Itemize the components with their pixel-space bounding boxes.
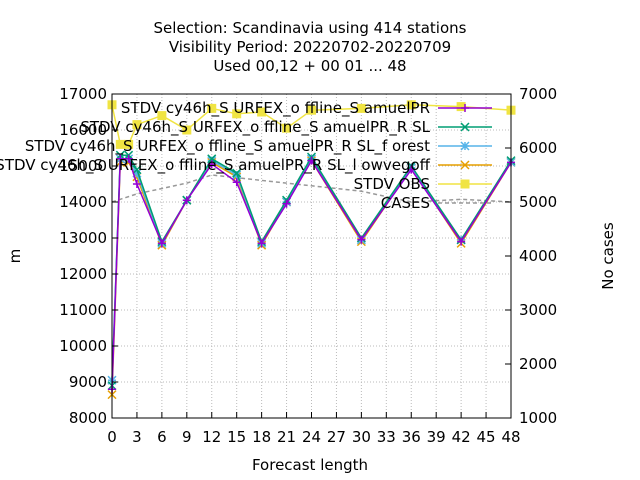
x-tick-label: 12 <box>202 428 221 446</box>
data-point <box>257 239 266 248</box>
legend-label: STDV cy46h_S URFEX_o ffline_S amuelPR_R … <box>25 137 430 156</box>
data-point <box>407 165 416 174</box>
x-tick-label: 45 <box>477 428 496 446</box>
series-5 <box>111 174 512 203</box>
legend-marker <box>461 104 469 112</box>
y2-tick-label: 5000 <box>519 193 557 211</box>
y-tick-label: 15000 <box>59 157 107 175</box>
y-axis-ticks: 8000 9000 10000 11000 12000 13000 14000 15000 16… <box>59 85 118 427</box>
series-line <box>111 154 512 386</box>
data-point <box>406 100 416 110</box>
data-point <box>207 154 217 164</box>
y2-tick-label: 3000 <box>519 301 557 319</box>
data-point <box>456 102 466 112</box>
y-tick-label: 16000 <box>59 121 107 139</box>
y-tick-label: 11000 <box>59 301 107 319</box>
legend-label: STDV cy46h_S URFEX_o ffline_S amuelPR_R … <box>0 156 431 175</box>
y-tick-label: 12000 <box>59 265 107 283</box>
x-tick-label: 42 <box>452 428 471 446</box>
legend-marker <box>460 122 470 132</box>
data-point <box>457 237 466 246</box>
x-tick-label: 24 <box>302 428 321 446</box>
data-point <box>257 107 267 117</box>
y2-tick-label: 2000 <box>519 355 557 373</box>
data-point <box>124 154 133 163</box>
data-point <box>132 180 141 188</box>
series-line <box>111 174 512 203</box>
x-tick-label: 21 <box>277 428 296 446</box>
data-point <box>357 235 366 244</box>
x-axis-label: Forecast length <box>252 456 368 474</box>
data-point <box>232 109 242 119</box>
data-point <box>232 178 241 187</box>
legend-label: STDV cy46h_S URFEX_o ffline_S amuelPR <box>121 99 430 118</box>
data-point <box>132 168 142 178</box>
legend-label: STDV OBS <box>354 175 430 193</box>
legend-marker <box>460 141 470 151</box>
data-point <box>282 123 292 133</box>
data-point <box>157 239 166 248</box>
y2-axis-label: No cases <box>599 222 617 290</box>
x-tick-label: 33 <box>377 428 396 446</box>
data-point <box>182 196 191 205</box>
x-tick-label: 39 <box>427 428 446 446</box>
x-tick-label: 30 <box>352 428 371 446</box>
x-tick-label: 27 <box>327 428 346 446</box>
legend-label: STDV cy46h_S URFEX_o ffline_S amuelPR_R … <box>80 118 430 137</box>
legend-marker <box>460 179 470 189</box>
series-0 <box>108 154 515 394</box>
data-point <box>207 103 217 113</box>
y2-tick-label: 1000 <box>519 409 557 427</box>
series-4 <box>107 100 516 149</box>
y-tick-label: 13000 <box>59 229 107 247</box>
data-point <box>207 160 216 169</box>
series-layer <box>107 100 516 400</box>
legend-marker <box>460 160 470 170</box>
x-tick-label: 9 <box>182 428 192 446</box>
x-axis-ticks: 0 3 6 9 12 15 18 21 24 27 30 33 36 39 42 45 48 <box>107 412 521 446</box>
chart-title: Selection: Scandinavia using 414 station… <box>154 19 467 75</box>
x-tick-label: 18 <box>252 428 271 446</box>
x-tick-label: 3 <box>132 428 142 446</box>
y-tick-label: 17000 <box>59 85 107 103</box>
y2-tick-label: 4000 <box>519 247 557 265</box>
data-point <box>356 103 366 113</box>
y2-axis-ticks: 1000 2000 3000 4000 5000 6000 7000 <box>505 85 557 427</box>
y-tick-label: 10000 <box>59 337 107 355</box>
y-axis-label: m <box>6 249 24 264</box>
title-line-2: Visibility Period: 20220702-20220709 <box>169 38 451 56</box>
x-tick-label: 36 <box>402 428 421 446</box>
y2-tick-label: 7000 <box>519 85 557 103</box>
y-tick-label: 8000 <box>69 409 107 427</box>
data-point <box>132 165 142 175</box>
data-point <box>307 156 316 165</box>
x-tick-label: 15 <box>227 428 246 446</box>
x-tick-label: 6 <box>157 428 167 446</box>
data-point <box>307 105 316 115</box>
y-tick-label: 9000 <box>69 373 107 391</box>
y-tick-label: 14000 <box>59 193 107 211</box>
data-point <box>282 199 291 208</box>
data-point <box>124 139 134 149</box>
data-point <box>116 154 125 163</box>
legend-label: CASES <box>381 194 430 212</box>
x-tick-label: 0 <box>107 428 117 446</box>
title-line-3: Used 00,12 + 00 01 ... 48 <box>213 57 406 75</box>
title-line-1: Selection: Scandinavia using 414 station… <box>154 19 467 37</box>
data-point <box>232 168 242 178</box>
data-point <box>182 125 192 135</box>
data-point <box>132 120 142 130</box>
data-point <box>157 111 167 121</box>
legend: STDV cy46h_S URFEX_o ffline_S amuelPRSTD… <box>0 99 492 212</box>
x-tick-label: 48 <box>501 428 520 446</box>
y2-tick-label: 6000 <box>519 139 557 157</box>
